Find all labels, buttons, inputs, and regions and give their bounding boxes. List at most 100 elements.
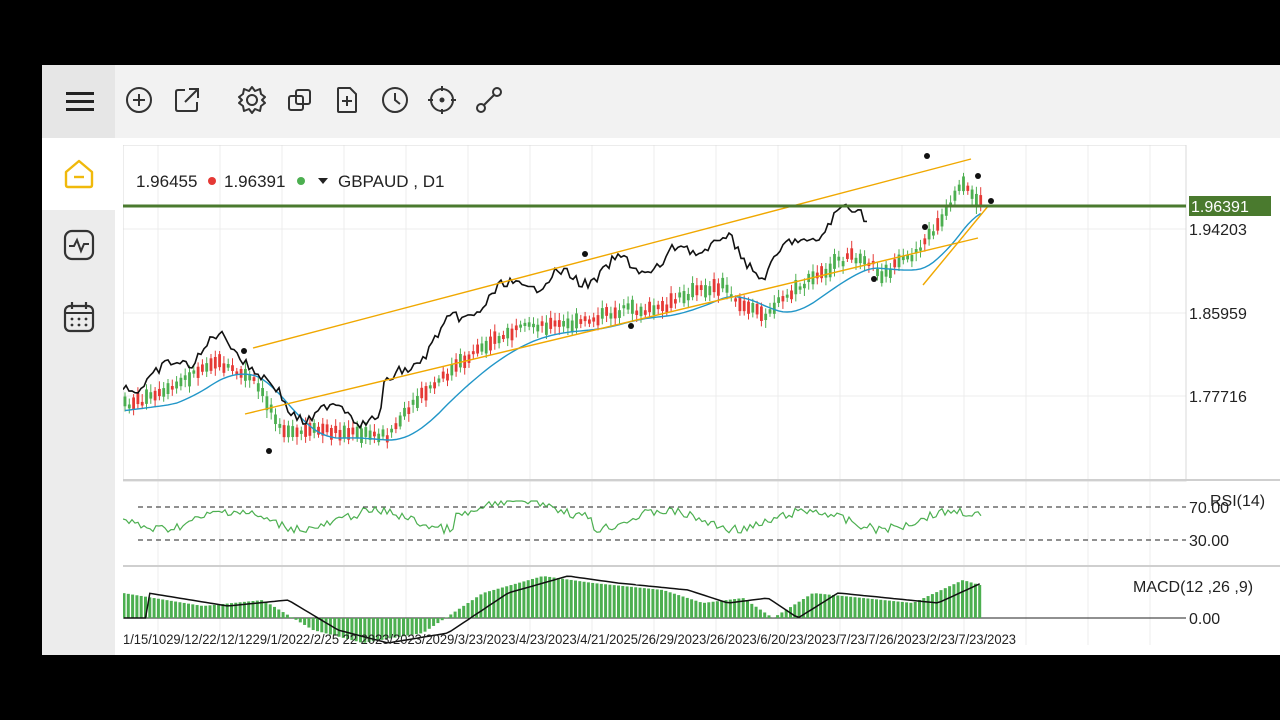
candle [269,404,273,413]
candle [170,386,174,390]
symbol-label[interactable]: GBPAUD , D1 [338,172,444,191]
sidebar [42,138,115,655]
macd-bar [148,597,152,618]
candle [235,371,239,375]
macd-bar [492,589,496,618]
settings-button[interactable] [235,83,269,117]
macd-bar [763,612,767,618]
macd-bar [711,601,715,618]
x-axis-labels: 1/15/1029/12/22/12/1229/1/2022/2/25 22 2… [123,632,1016,647]
candle [953,190,957,201]
add-page-icon [337,87,357,113]
rsi-line [122,499,982,536]
macd-bar [647,588,651,618]
candle [674,299,677,304]
candle [725,284,729,293]
candle [652,305,656,315]
candle [192,370,196,374]
candle [566,318,570,329]
copy-button[interactable] [283,83,317,117]
candle [398,415,402,427]
current-price-tag [1189,196,1271,216]
draw-line-button[interactable] [472,83,506,117]
macd-bar [586,582,590,618]
channel-lower-line[interactable] [244,237,979,415]
draw-line-icon [476,87,502,113]
calendar-icon[interactable] [62,300,96,334]
macd-bar [591,582,595,618]
macd-bar [453,611,457,618]
candle [213,356,217,369]
macd-bar [225,603,229,618]
macd-bar [634,587,638,618]
macd-bar [238,602,242,618]
candle [360,428,363,443]
macd-bar [926,596,930,618]
sidebar-item-home[interactable] [42,138,115,210]
macd-bar [922,598,926,618]
candle [308,422,312,436]
macd-bar [298,618,302,623]
candle [304,424,307,437]
candle [777,297,780,303]
macd-bar [165,600,169,618]
trend-line-short[interactable] [922,204,990,286]
candle [196,366,200,378]
candle [656,304,660,310]
macd-bar [892,601,896,618]
candle [532,323,535,328]
candle [820,266,823,279]
candle [957,184,961,191]
add-circle-icon [126,87,152,113]
chart-panel[interactable]: 1.96391 1.94203 1.85959 1.77716 1.96455 … [122,144,1280,655]
macd-bar [496,588,500,618]
candle [583,316,587,322]
candle [837,256,841,261]
candle [416,395,419,408]
macd-bar [397,618,401,637]
candle [540,321,544,326]
candle [618,310,621,318]
new-page-button[interactable] [330,83,364,117]
trading-app: 1.96391 1.94203 1.85959 1.77716 1.96455 … [42,65,1280,655]
candle [815,272,819,279]
macd-bar [900,601,904,618]
add-chart-button[interactable] [122,83,156,117]
menu-button[interactable] [42,65,115,138]
candle [291,426,295,438]
channel-upper-line[interactable] [252,158,972,349]
candle [798,286,802,290]
macd-bar [664,590,668,618]
candle [218,354,221,368]
candle [850,248,854,260]
price-chart[interactable]: 1.96391 1.94203 1.85959 1.77716 1.96455 … [122,144,1280,655]
macd-bar [320,618,324,633]
candle [880,271,884,284]
candle [910,255,914,262]
macd-bar [479,594,483,618]
macd-bar [801,599,805,618]
macd-bar [952,584,956,618]
macd-bar [303,618,307,625]
macd-bar [505,586,509,618]
ask-dot [297,177,305,185]
macd-bar [780,612,784,618]
candle [738,296,742,312]
macd-bar [612,585,616,618]
symbol-dropdown-icon[interactable] [318,178,328,184]
macd-bar [737,598,741,618]
candle [712,279,716,293]
candle [626,303,630,310]
macd-histogram [122,576,982,643]
macd-bar [569,579,573,618]
candle [424,386,428,401]
indicator-icon[interactable] [62,228,96,262]
macd-bar [156,598,160,618]
candle [742,300,746,312]
candle [665,304,669,313]
share-button[interactable] [170,83,204,117]
macd-bar [733,599,737,618]
crosshair-button[interactable] [425,83,459,117]
history-button[interactable] [378,83,412,117]
candle [231,365,234,372]
